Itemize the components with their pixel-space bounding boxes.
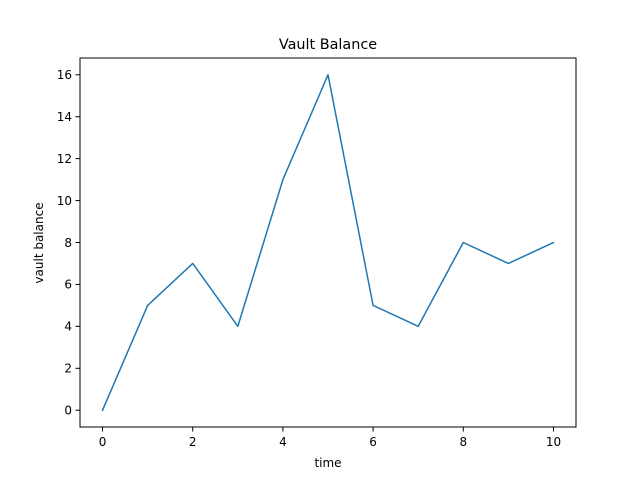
x-tick-label: 10 [546, 435, 561, 449]
y-axis-label: vault balance [32, 202, 46, 283]
x-axis: 0 2 4 6 8 10 [99, 427, 561, 449]
x-tick-label: 8 [459, 435, 467, 449]
chart-title: Vault Balance [279, 37, 377, 53]
x-tick-label: 4 [279, 435, 287, 449]
y-tick-label: 4 [64, 320, 72, 334]
x-axis-label: time [314, 456, 341, 470]
y-tick-label: 14 [57, 110, 72, 124]
y-tick-label: 8 [64, 236, 72, 250]
x-tick-label: 6 [369, 435, 377, 449]
x-tick-label: 2 [189, 435, 197, 449]
x-tick-label: 0 [99, 435, 107, 449]
y-tick-label: 2 [64, 362, 72, 376]
y-tick-label: 0 [64, 404, 72, 418]
y-tick-label: 6 [64, 278, 72, 292]
plot-area [101, 74, 555, 412]
plot-frame [79, 57, 577, 428]
series-line-0 [101, 74, 555, 412]
y-tick-label: 10 [57, 194, 72, 208]
y-tick-label: 16 [57, 68, 72, 82]
y-axis: 0 2 4 6 8 10 12 14 16 [57, 68, 80, 418]
y-tick-label: 12 [57, 152, 72, 166]
